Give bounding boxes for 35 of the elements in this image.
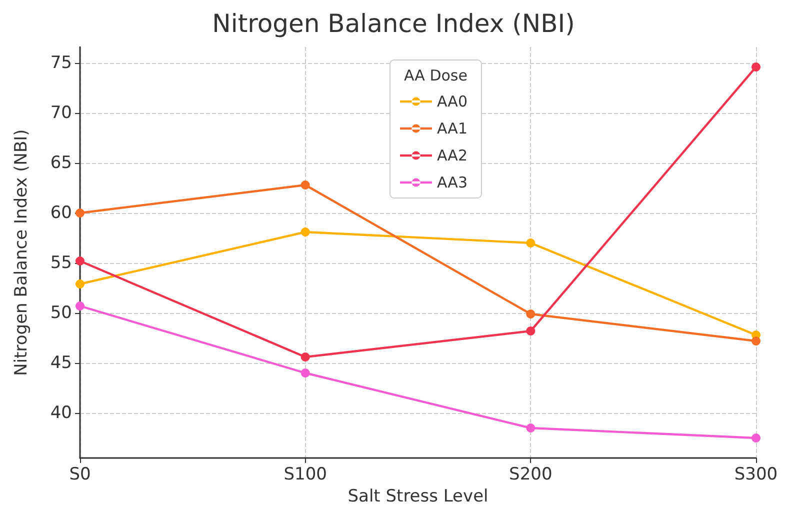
- point: [300, 228, 310, 236]
- point: [76, 208, 84, 218]
- y-tick-label: 45: [50, 353, 72, 373]
- x-tick-label: S0: [69, 464, 91, 484]
- y-tick-label: 40: [50, 403, 72, 423]
- point: [752, 336, 760, 346]
- point: [76, 302, 84, 310]
- point: [526, 238, 536, 248]
- y-tick-label: 70: [50, 103, 72, 123]
- legend-label: AA2: [437, 146, 468, 164]
- point: [526, 310, 536, 318]
- legend-label: AA3: [437, 174, 468, 192]
- x-tick-label: S100: [284, 464, 327, 484]
- y-axis-title: Nitrogen Balance Index (NBI): [12, 129, 32, 376]
- x-tick-label: S300: [734, 464, 778, 484]
- y-tick-label: 55: [50, 253, 72, 273]
- point: [752, 434, 760, 442]
- x-axis-title: Salt Stress Level: [348, 486, 488, 506]
- chart-title: Nitrogen Balance Index (NBI): [212, 9, 575, 38]
- point: [752, 62, 760, 72]
- point: [526, 424, 536, 432]
- point: [300, 368, 310, 378]
- y-tick-label: 75: [50, 53, 72, 73]
- x-tick-label: S200: [509, 464, 552, 484]
- point: [526, 326, 536, 336]
- y-tick-label: 50: [50, 303, 72, 323]
- legend-label: AA0: [437, 92, 468, 110]
- y-tick-label: 65: [50, 153, 72, 173]
- point: [76, 280, 84, 288]
- point: [300, 352, 310, 362]
- point: [300, 180, 310, 190]
- legend-label: AA1: [437, 120, 468, 138]
- y-tick-label: 60: [50, 203, 72, 223]
- legend-title: AA Dose: [404, 66, 468, 84]
- point: [76, 256, 84, 266]
